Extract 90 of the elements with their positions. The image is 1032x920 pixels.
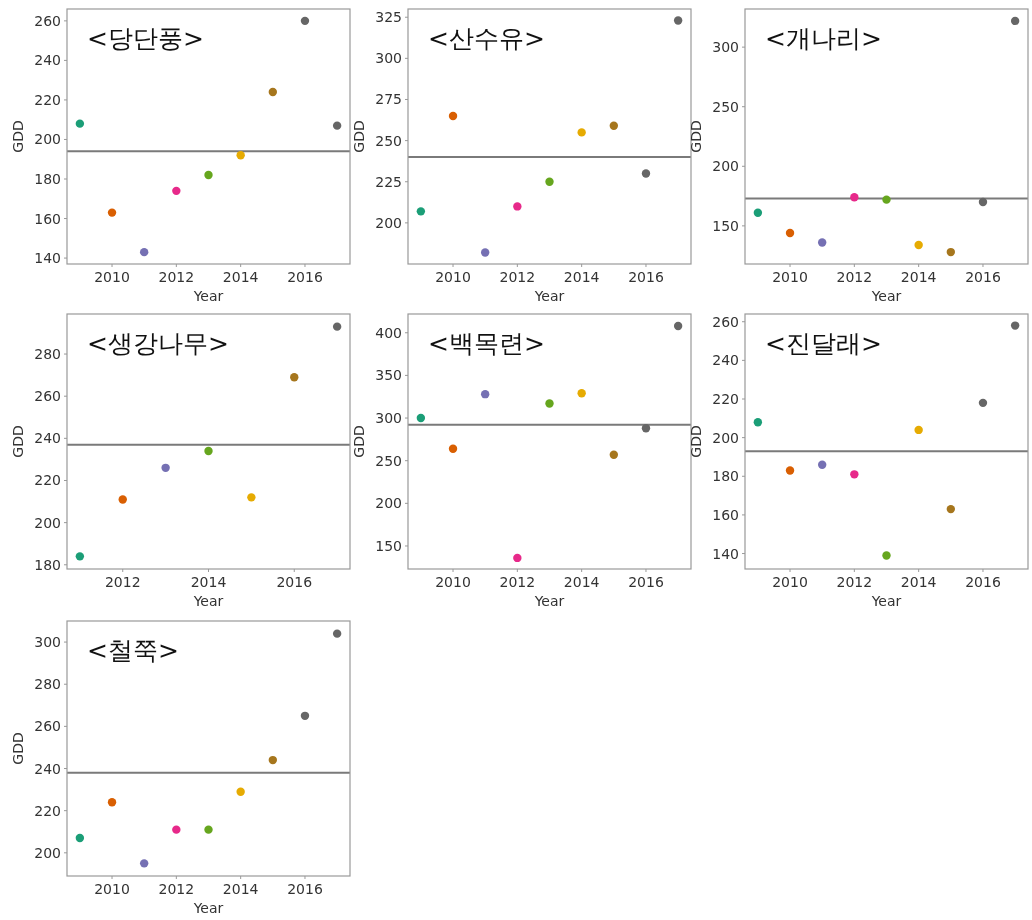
y-tick-label: 200 [34,131,61,148]
x-tick-label: 2014 [563,574,600,590]
x-axis-title: Year [870,593,902,609]
x-tick-label: 2016 [276,574,313,590]
y-tick-label: 220 [34,802,61,819]
y-tick-label: 275 [375,91,402,108]
y-tick-label: 180 [34,171,61,187]
y-tick-label: 220 [34,472,61,489]
x-tick-label: 2014 [900,574,937,590]
y-axis-title: GDD [10,425,26,458]
y-tick-label: 260 [34,718,61,735]
x-tick-label: 2014 [563,269,600,285]
x-axis-title: Year [192,288,224,304]
y-tick-label: 200 [34,844,61,861]
x-tick-label: 2016 [628,269,664,285]
y-tick-label: 200 [712,158,739,175]
y-tick-label: 200 [34,514,61,531]
y-tick-label: 240 [712,352,739,369]
y-tick-label: 300 [375,410,402,427]
text: <철쭉> [87,636,179,665]
text: <진달래> [765,329,882,358]
x-tick-label: 2012 [499,269,536,285]
x-axis-title: Year [533,593,565,609]
x-tick-label: 2016 [965,574,1001,590]
x-tick-label: 2012 [499,574,536,590]
x-tick-label: 2016 [965,269,1001,285]
y-tick-label: 260 [34,388,61,405]
x-axis-title: Year [870,288,902,304]
text: <생강나무> [87,329,229,358]
text: <개나리> [765,24,882,53]
x-tick-label: 2012 [836,269,873,285]
y-tick-label: 150 [712,217,739,234]
x-tick-label: 2014 [900,269,937,285]
y-axis-title: GDD [351,120,367,153]
y-tick-label: 150 [375,537,402,554]
y-tick-label: 260 [34,12,61,29]
text: <산수유> [428,24,545,53]
x-tick-label: 2010 [772,574,808,590]
x-tick-label: 2010 [94,881,130,897]
y-tick-label: 140 [712,545,739,562]
y-axis-title: GDD [351,425,367,458]
x-tick-label: 2014 [222,269,259,285]
y-tick-label: 240 [34,760,61,777]
y-axis-title: GDD [688,120,704,153]
x-tick-label: 2010 [435,574,471,590]
y-axis-title: GDD [10,120,26,153]
y-axis-title: GDD [10,732,26,765]
x-tick-label: 2012 [836,574,873,590]
y-tick-label: 160 [34,210,61,227]
y-tick-label: 240 [34,430,61,447]
y-tick-label: 180 [34,556,61,573]
text: <당단풍> [87,24,204,53]
x-tick-label: 2014 [190,574,227,590]
y-tick-label: 400 [375,324,402,341]
x-tick-label: 2016 [287,881,323,897]
y-tick-label: 220 [712,391,739,407]
x-axis-title: Year [192,593,224,609]
x-tick-label: 2016 [628,574,664,590]
y-tick-label: 325 [375,9,402,26]
x-tick-label: 2010 [94,269,130,285]
x-tick-label: 2014 [222,881,259,897]
y-tick-label: 140 [34,250,61,267]
y-tick-label: 250 [375,452,402,469]
y-tick-label: 180 [712,468,739,485]
y-tick-label: 250 [712,98,739,115]
x-tick-label: 2012 [158,881,195,897]
x-axis-title: Year [533,288,565,304]
y-tick-label: 200 [375,495,402,512]
y-tick-label: 225 [375,173,402,190]
y-tick-label: 240 [34,52,61,69]
y-tick-label: 200 [712,429,739,446]
y-tick-label: 160 [712,506,739,523]
x-tick-label: 2016 [287,269,323,285]
y-axis-title: GDD [688,425,704,458]
y-tick-label: 280 [34,676,61,693]
x-tick-label: 2012 [104,574,141,590]
text: <백목련> [428,329,545,358]
y-tick-label: 250 [375,132,402,149]
y-tick-label: 300 [375,50,402,67]
x-tick-label: 2010 [772,269,808,285]
y-tick-label: 350 [375,367,402,384]
y-tick-label: 200 [375,214,402,231]
y-tick-label: 220 [34,91,61,108]
y-tick-label: 300 [34,634,61,651]
y-tick-label: 260 [712,313,739,330]
x-axis-title: Year [192,900,224,916]
x-tick-label: 2012 [158,269,195,285]
x-tick-label: 2010 [435,269,471,285]
y-tick-label: 280 [34,346,61,363]
y-tick-label: 300 [712,39,739,56]
